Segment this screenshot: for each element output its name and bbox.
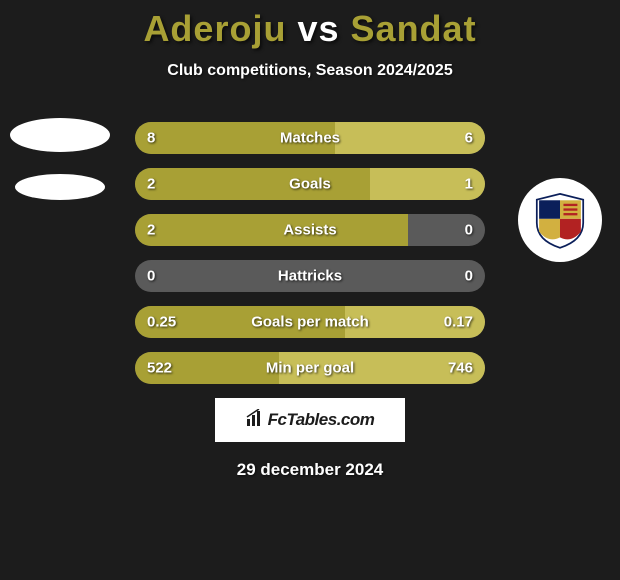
bar-left-value: 2 xyxy=(147,176,155,193)
stat-bar: 0.25 0.17 Goals per match xyxy=(135,306,485,338)
bar-label: Goals xyxy=(289,176,331,193)
bar-right-value: 0 xyxy=(465,222,473,239)
ellipse-shape xyxy=(10,118,110,152)
stats-bars: 8 6 Matches 2 1 Goals 2 0 Assists 0 0 Hattricks 0.25… xyxy=(135,122,485,384)
bar-left-value: 8 xyxy=(147,130,155,147)
bar-label: Hattricks xyxy=(278,268,342,285)
bar-left-fill xyxy=(135,214,408,246)
club-badge xyxy=(518,178,602,262)
stat-bar: 8 6 Matches xyxy=(135,122,485,154)
bar-left-value: 2 xyxy=(147,222,155,239)
stat-bar: 522 746 Min per goal xyxy=(135,352,485,384)
date-label: 29 december 2024 xyxy=(0,460,620,480)
shield-icon xyxy=(531,191,589,249)
stat-bar: 0 0 Hattricks xyxy=(135,260,485,292)
bar-left-value: 522 xyxy=(147,360,172,377)
ellipse-shape xyxy=(15,174,105,200)
bar-label: Matches xyxy=(280,130,340,147)
bar-left-value: 0.25 xyxy=(147,314,176,331)
player2-name: Sandat xyxy=(351,8,477,49)
bar-label: Min per goal xyxy=(266,360,354,377)
stat-bar: 2 1 Goals xyxy=(135,168,485,200)
bar-label: Assists xyxy=(283,222,336,239)
stat-bar: 2 0 Assists xyxy=(135,214,485,246)
brand-badge: FcTables.com xyxy=(215,398,405,442)
bar-right-value: 746 xyxy=(448,360,473,377)
bar-right-value: 0.17 xyxy=(444,314,473,331)
bar-right-value: 0 xyxy=(465,268,473,285)
chart-icon xyxy=(246,409,264,432)
player1-name: Aderoju xyxy=(143,8,286,49)
bar-left-value: 0 xyxy=(147,268,155,285)
brand-name: FcTables.com xyxy=(268,410,375,430)
bar-right-value: 1 xyxy=(465,176,473,193)
bar-left-fill xyxy=(135,168,370,200)
subtitle: Club competitions, Season 2024/2025 xyxy=(0,62,620,80)
comparison-title: Aderoju vs Sandat xyxy=(0,0,620,50)
bar-right-fill xyxy=(335,122,486,154)
vs-text: vs xyxy=(297,8,339,49)
bar-label: Goals per match xyxy=(251,314,369,331)
bar-right-value: 6 xyxy=(465,130,473,147)
left-placeholder-shapes xyxy=(10,118,110,222)
